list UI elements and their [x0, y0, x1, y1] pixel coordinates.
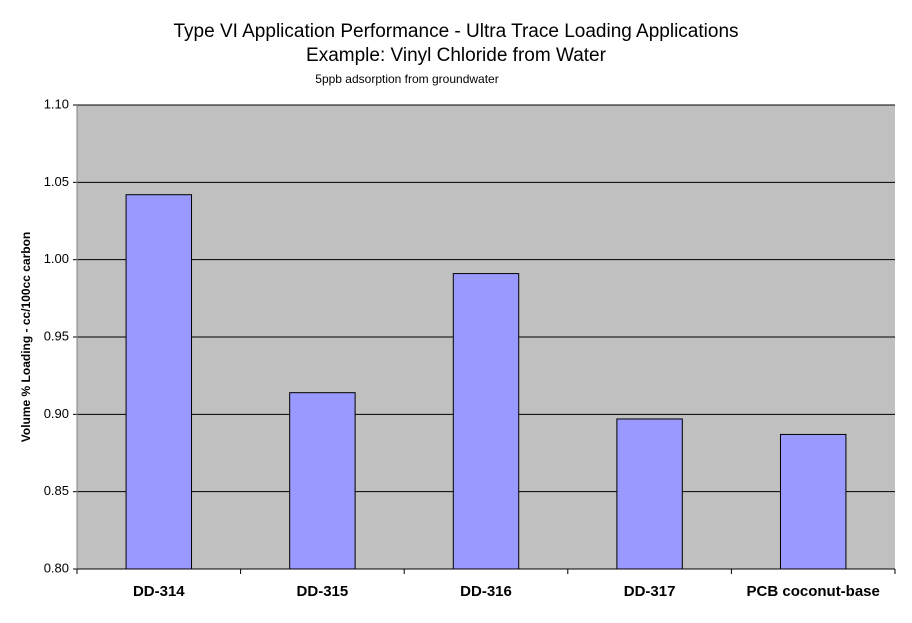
chart-subtitle: Example: Vinyl Chloride from Water — [306, 45, 607, 66]
y-tick-label: 0.85 — [44, 483, 69, 498]
y-tick-label: 1.00 — [44, 251, 69, 266]
y-tick-label: 0.95 — [44, 328, 69, 343]
x-tick-label: DD-314 — [133, 583, 185, 600]
bar — [125, 194, 193, 570]
bar — [779, 433, 847, 570]
y-tick-label: 1.10 — [44, 96, 69, 111]
bar — [289, 392, 356, 570]
y-axis-label: Volume % Loading - cc/100cc carbon — [19, 232, 33, 443]
x-tick-label: PCB coconut-base — [747, 583, 880, 600]
x-tick-label: DD-317 — [624, 583, 676, 600]
y-tick-label: 0.90 — [44, 406, 69, 421]
bar — [452, 273, 520, 570]
annotation: 5ppb adsorption from groundwater — [315, 72, 498, 86]
bar — [616, 418, 683, 570]
x-tick-label: DD-316 — [460, 583, 512, 600]
y-tick-label: 1.05 — [44, 174, 69, 189]
chart-title: Type VI Application Performance - Ultra … — [173, 21, 738, 42]
y-tick-label: 0.80 — [44, 560, 69, 575]
x-tick-label: DD-315 — [297, 583, 349, 600]
